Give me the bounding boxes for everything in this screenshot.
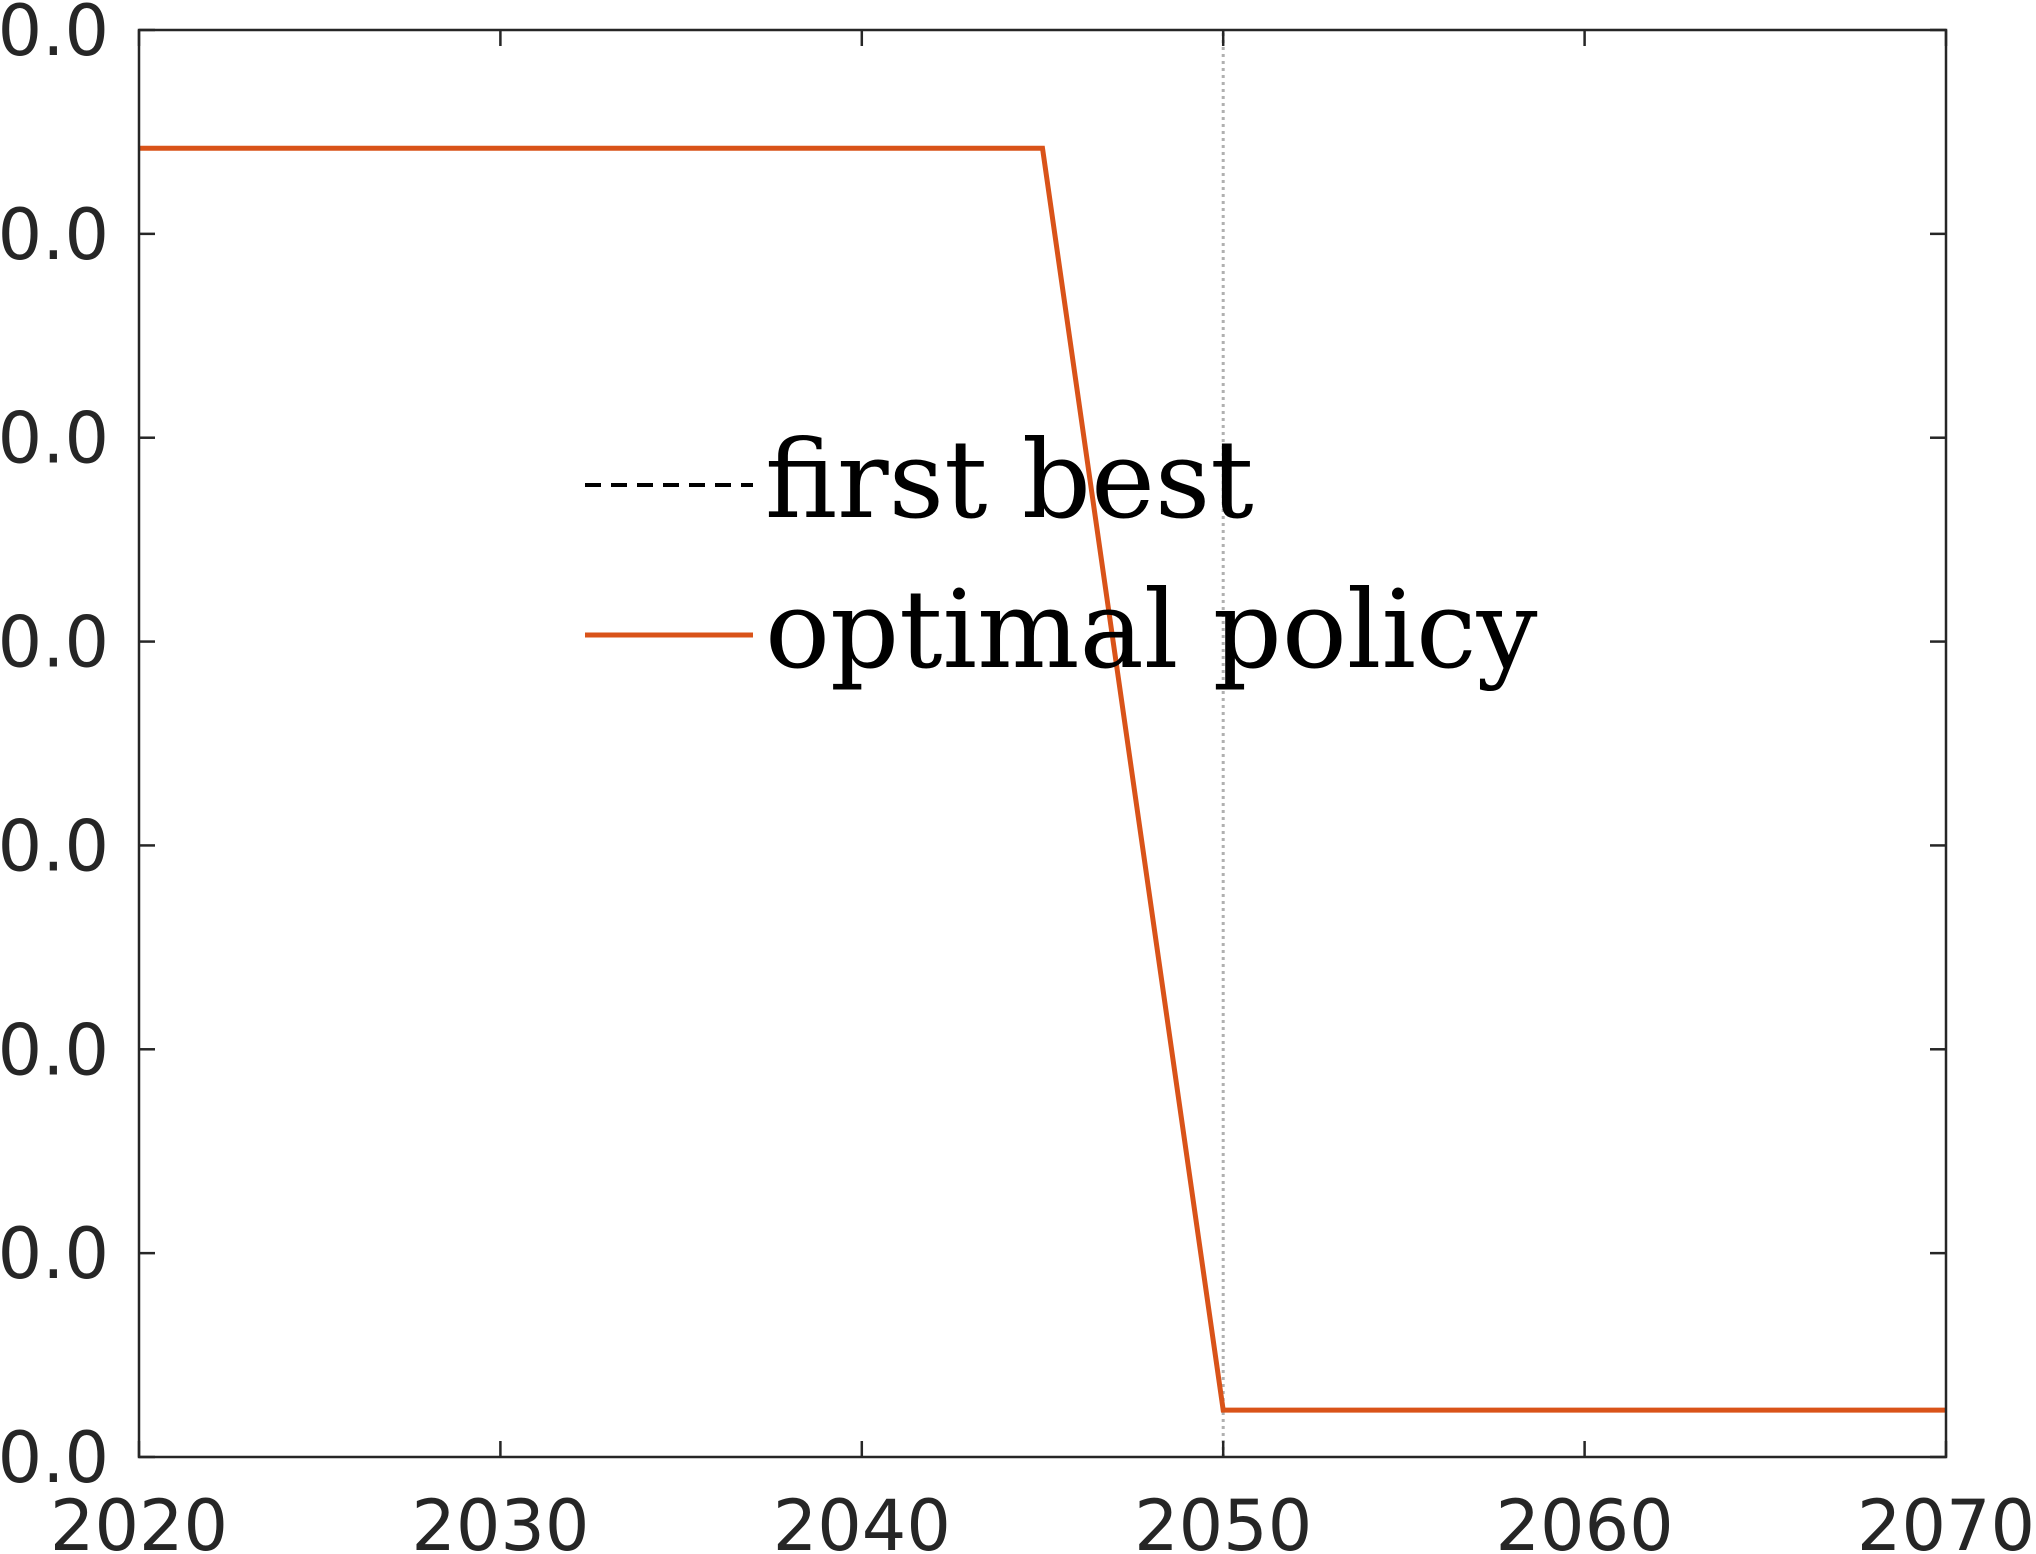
x-tick-label: 2040 [773, 1485, 951, 1554]
series-line-2 [139, 145, 1946, 1413]
y-tick-label: 0.0 [0, 602, 109, 684]
y-tick-label: 0.0 [0, 1009, 109, 1091]
y-tick-label: 0.0 [0, 398, 109, 480]
y-tick-label: 0.0 [0, 194, 109, 276]
legend-label-2: optimal policy [765, 568, 1538, 693]
x-tick-label: 2030 [411, 1485, 589, 1554]
plot-area-frame [137, 28, 1948, 1459]
y-tick-label: 0.0 [0, 0, 109, 72]
y-tick-label: 0.0 [0, 1417, 109, 1499]
legend: first best optimal policy [585, 418, 1538, 693]
legend-label-1: first best [765, 418, 1254, 543]
x-tick-label: 2050 [1134, 1485, 1312, 1554]
y-tick-label: 0.0 [0, 805, 109, 887]
series-layer [139, 30, 1946, 1457]
y-tick-label: 0.0 [0, 1213, 109, 1295]
x-tick-label: 2060 [1496, 1485, 1674, 1554]
x-tick-label: 2070 [1857, 1485, 2035, 1554]
x-tick-label: 2020 [50, 1485, 228, 1554]
